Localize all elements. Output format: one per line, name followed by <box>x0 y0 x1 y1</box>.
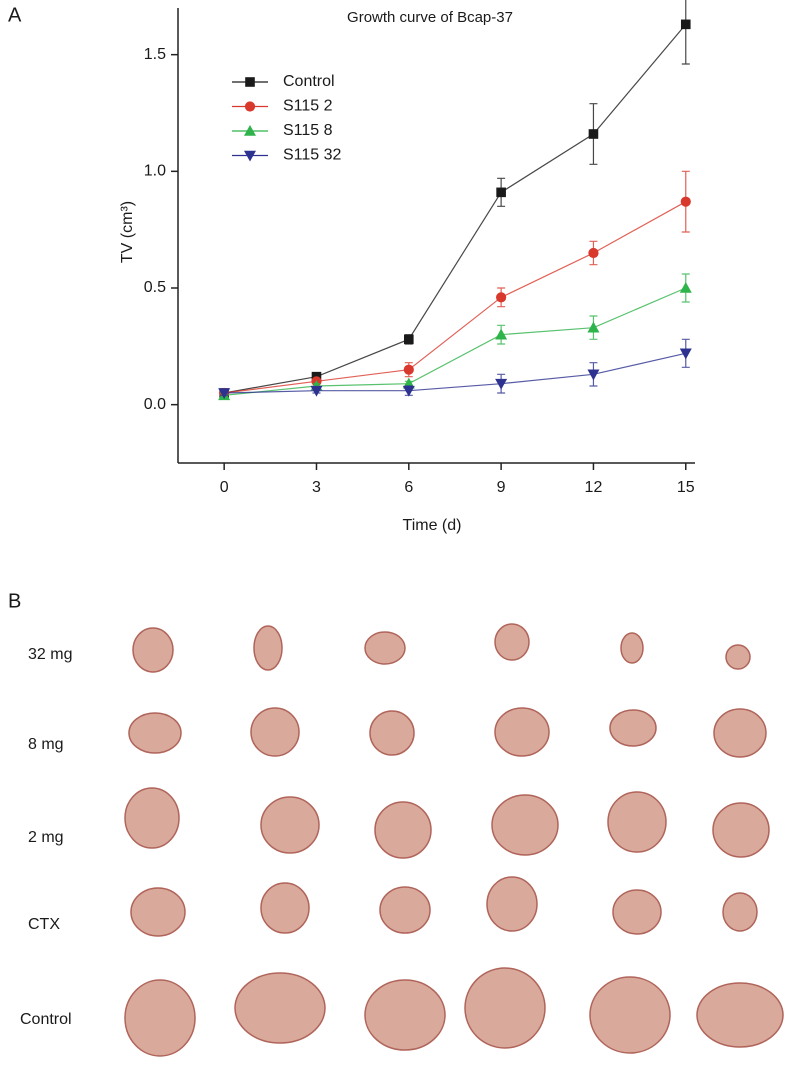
y-tick-label: 1.0 <box>144 163 166 180</box>
tumor <box>609 709 657 747</box>
row-labels: 32 mg 8 mg 2 mg CTX Control <box>20 646 72 1028</box>
marker <box>496 187 506 198</box>
error-bar <box>681 0 690 65</box>
row-label: 2 mg <box>28 829 64 846</box>
x-tick-label: 15 <box>677 479 695 496</box>
tumor <box>464 967 546 1049</box>
tumor <box>486 876 538 932</box>
tumor <box>250 707 300 757</box>
legend-label: S115 8 <box>283 122 333 139</box>
tumor <box>234 972 326 1044</box>
series-line <box>224 352 686 394</box>
x-axis-label: Time (d) <box>403 517 462 534</box>
marker <box>588 129 599 139</box>
tumor <box>369 710 415 756</box>
tumor <box>713 708 767 758</box>
tumor <box>128 712 182 754</box>
tumor <box>607 791 667 853</box>
y-tick-label: 1.5 <box>144 46 166 63</box>
marker <box>680 19 691 30</box>
panel-label: B <box>8 590 21 612</box>
x-tick-label: 0 <box>220 479 229 496</box>
tumor <box>494 707 550 757</box>
marker <box>679 348 692 360</box>
marker <box>403 364 414 375</box>
legend-label: Control <box>283 73 335 90</box>
tumor <box>260 796 320 854</box>
row-label: 8 mg <box>28 736 64 753</box>
tumor <box>725 644 751 670</box>
marker <box>495 328 508 340</box>
tumor <box>364 631 406 665</box>
tumor <box>612 889 662 935</box>
y-tick-label: 0.0 <box>144 396 166 413</box>
tumor <box>364 979 446 1051</box>
tumor <box>124 787 180 849</box>
tumor <box>132 627 174 673</box>
legend-marker <box>245 77 255 87</box>
tumor <box>374 801 432 859</box>
legend-marker <box>244 101 256 112</box>
tumor <box>260 882 310 934</box>
tumor <box>130 887 186 937</box>
tumor <box>620 632 644 664</box>
panel-label: A <box>8 4 22 26</box>
tumor <box>696 982 784 1048</box>
row-label: CTX <box>28 916 60 933</box>
marker <box>310 385 323 397</box>
marker <box>404 334 414 345</box>
series-line <box>224 287 687 396</box>
marker <box>588 247 599 259</box>
tumor <box>379 886 431 934</box>
marker <box>402 385 415 397</box>
series-line <box>224 201 687 394</box>
x-tick-label: 9 <box>497 479 506 496</box>
legend-label: S115 2 <box>283 98 333 115</box>
marker <box>587 321 600 333</box>
chart-title: Growth curve of Bcap-37 <box>347 9 513 26</box>
tumor <box>124 979 196 1057</box>
row-label: Control <box>20 1011 72 1028</box>
row-label: 32 mg <box>28 646 72 663</box>
marker <box>680 196 691 207</box>
y-tick-label: 0.5 <box>144 279 166 296</box>
tumor <box>589 976 671 1054</box>
x-tick-label: 3 <box>312 479 321 496</box>
x-tick-label: 6 <box>404 479 413 496</box>
tumor <box>491 794 559 856</box>
legend-label: S115 32 <box>283 147 342 164</box>
legend-marker <box>244 150 256 162</box>
marker <box>587 369 600 381</box>
x-tick-label: 12 <box>585 479 603 496</box>
tumor <box>712 802 770 858</box>
legend-marker <box>244 125 256 136</box>
tumor <box>494 623 530 661</box>
tumor-photos <box>124 623 784 1057</box>
marker <box>679 282 692 293</box>
marker <box>496 292 507 303</box>
marker <box>218 388 231 399</box>
marker <box>495 378 508 390</box>
tumor <box>253 625 283 671</box>
series-line <box>224 23 687 394</box>
tumor <box>722 892 758 932</box>
y-axis-label: TV (cm³) <box>119 201 136 263</box>
